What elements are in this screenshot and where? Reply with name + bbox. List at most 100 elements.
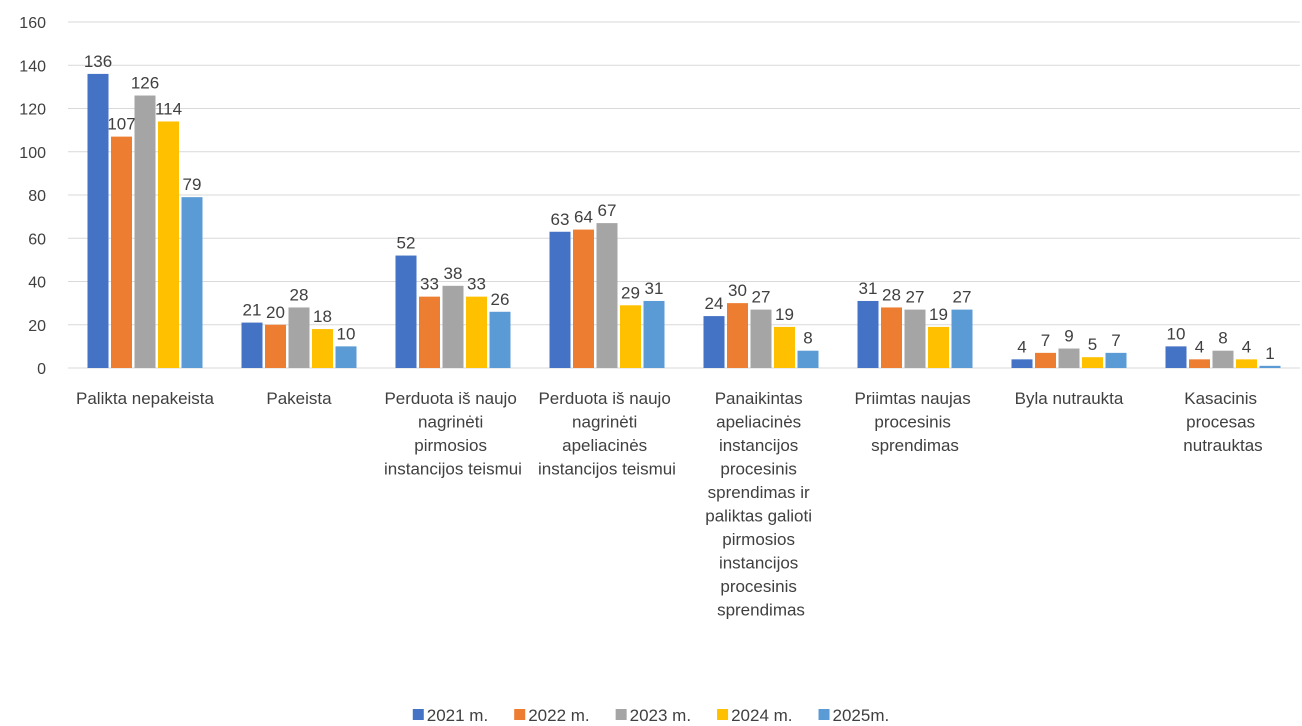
- bar: [643, 300, 665, 368]
- y-tick-label: 120: [19, 102, 46, 119]
- bar: [335, 346, 357, 368]
- bar: [573, 229, 594, 368]
- y-tick-label: 40: [28, 275, 46, 292]
- y-tick-label: 0: [37, 361, 46, 378]
- bar: [727, 303, 748, 368]
- bar: [774, 326, 795, 368]
- legend-label: 2023 m.: [630, 706, 691, 725]
- data-label: 27: [953, 288, 972, 307]
- bar: [265, 324, 286, 368]
- data-label: 19: [929, 305, 948, 324]
- bar: [241, 322, 263, 368]
- bar: [549, 231, 571, 368]
- data-label: 4: [1017, 337, 1026, 356]
- bar: [797, 350, 819, 368]
- x-tick-label: Kasacinis procesas nutrauktas: [1183, 389, 1262, 455]
- data-label: 136: [84, 52, 112, 71]
- bar: [928, 326, 949, 368]
- data-label: 33: [467, 275, 486, 294]
- bar: [1212, 350, 1234, 368]
- data-label: 114: [155, 99, 182, 118]
- bar: [158, 121, 179, 368]
- legend-swatch: [615, 709, 627, 720]
- data-label: 67: [598, 201, 617, 220]
- bar: [1259, 365, 1281, 368]
- y-tick-label: 160: [19, 15, 46, 32]
- data-label: 64: [574, 208, 593, 227]
- legend-swatch: [412, 709, 424, 720]
- legend-label: 2021 m.: [427, 706, 488, 725]
- bar: [750, 309, 772, 368]
- bar: [1082, 357, 1103, 368]
- bar: [419, 296, 440, 368]
- bar: [620, 305, 641, 368]
- data-label: 26: [491, 290, 510, 309]
- bar: [1189, 359, 1210, 368]
- x-tick-label: Priimtas naujas procesinis sprendimas: [855, 389, 976, 455]
- bar: [442, 285, 464, 368]
- y-tick-label: 80: [28, 188, 46, 205]
- legend-swatch: [514, 709, 526, 720]
- y-tick-label: 140: [19, 58, 46, 75]
- data-label: 19: [775, 305, 794, 324]
- data-label: 31: [859, 279, 878, 298]
- data-label: 107: [107, 115, 135, 134]
- data-label: 28: [290, 285, 309, 304]
- bar: [111, 136, 132, 368]
- bar: [395, 255, 417, 368]
- bar: [87, 73, 109, 369]
- data-label: 4: [1242, 337, 1251, 356]
- data-label: 31: [645, 279, 664, 298]
- x-tick-label: Palikta nepakeista: [76, 389, 215, 408]
- bar: [312, 329, 333, 368]
- bar: [904, 309, 926, 368]
- data-label: 7: [1041, 331, 1050, 350]
- bar: [1011, 359, 1033, 368]
- data-label: 8: [803, 329, 812, 348]
- data-label: 79: [183, 175, 202, 194]
- x-tick-label: Byla nutraukta: [1015, 389, 1124, 408]
- data-label: 8: [1218, 329, 1227, 348]
- bar: [857, 300, 879, 368]
- data-label: 18: [313, 307, 332, 326]
- y-tick-label: 100: [19, 145, 46, 162]
- data-label: 4: [1195, 337, 1204, 356]
- data-label: 126: [131, 74, 159, 93]
- bar: [703, 316, 725, 368]
- x-tick-label: Panaikintas apeliacinės instancijos proc…: [705, 389, 817, 620]
- bar: [1165, 346, 1187, 368]
- data-label: 1: [1265, 344, 1274, 363]
- data-label: 10: [1167, 324, 1186, 343]
- data-label: 33: [420, 275, 439, 294]
- bar: [288, 307, 310, 368]
- legend-label: 2022 m.: [528, 706, 589, 725]
- data-label: 21: [243, 301, 262, 320]
- data-label: 52: [397, 234, 416, 253]
- data-label: 5: [1088, 335, 1097, 354]
- bar: [881, 307, 902, 368]
- bar: [134, 95, 156, 369]
- legend-swatch: [818, 709, 830, 720]
- bar: [951, 309, 973, 368]
- bar: [596, 223, 618, 368]
- data-label: 29: [621, 283, 640, 302]
- bar: [181, 197, 203, 368]
- data-label: 27: [752, 288, 771, 307]
- data-label: 10: [337, 324, 356, 343]
- data-label: 9: [1064, 327, 1073, 346]
- data-label: 24: [705, 294, 724, 313]
- x-tick-label: Perduota iš naujo nagrinėti apeliacinės …: [538, 389, 676, 479]
- bar: [1058, 348, 1080, 368]
- data-label: 63: [551, 210, 570, 229]
- legend-label: 2024 m.: [731, 706, 792, 725]
- y-tick-label: 60: [28, 231, 46, 248]
- data-label: 20: [266, 303, 285, 322]
- y-tick-label: 20: [28, 318, 46, 335]
- legend-label: 2025m.: [833, 706, 890, 725]
- bar: [1105, 352, 1127, 368]
- legend-swatch: [717, 709, 729, 720]
- bar: [1035, 352, 1056, 368]
- data-label: 27: [906, 288, 925, 307]
- data-label: 38: [444, 264, 463, 283]
- bar: [466, 296, 487, 368]
